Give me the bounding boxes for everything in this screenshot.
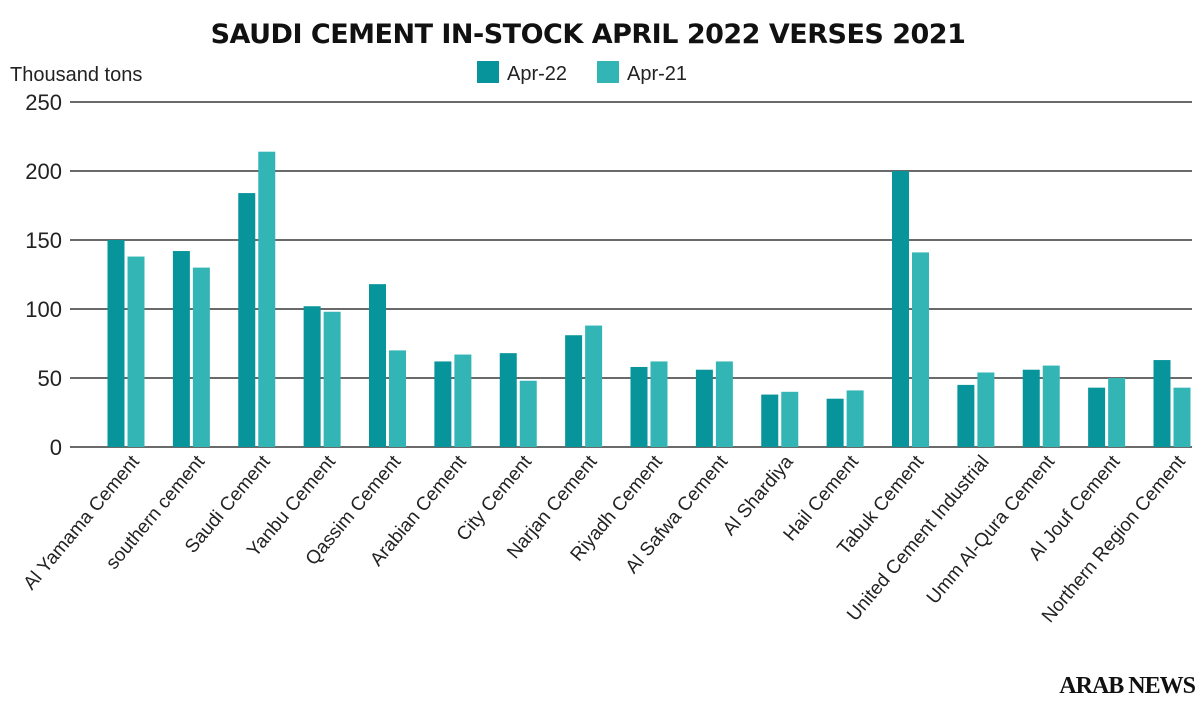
bar-apr-21 <box>912 252 929 447</box>
bar-apr-21 <box>715 361 733 447</box>
bar-apr-21 <box>1108 378 1126 447</box>
legend: Apr-22 Apr-21 <box>477 61 687 85</box>
bar-apr-22 <box>107 240 125 447</box>
legend-swatch-apr22 <box>477 61 499 83</box>
bar-apr-21 <box>519 380 537 447</box>
y-tick-label: 200 <box>25 159 62 184</box>
bar-apr-22 <box>303 306 321 447</box>
bar-apr-21 <box>846 390 864 447</box>
bar-apr-22 <box>695 369 713 447</box>
bar-apr-22 <box>826 398 844 447</box>
x-tick-label: Al Yamama Cement <box>20 451 145 594</box>
bar-apr-21 <box>389 350 406 447</box>
bar-apr-21 <box>258 151 276 447</box>
bar-apr-22 <box>761 394 779 447</box>
bar-apr-22 <box>630 366 648 447</box>
bar-apr-22 <box>499 353 517 447</box>
bar-apr-22 <box>238 193 256 447</box>
y-tick-label: 250 <box>25 90 62 115</box>
legend-label-apr21: Apr-21 <box>627 63 687 85</box>
bar-apr-21 <box>454 354 472 447</box>
bar-apr-21 <box>781 391 799 447</box>
chart-title: SAUDI CEMENT IN-STOCK APRIL 2022 VERSES … <box>211 19 966 50</box>
bar-apr-22 <box>369 284 386 447</box>
bar-apr-21 <box>192 267 210 447</box>
arab-news-logo: ARAB NEWS <box>1059 673 1195 699</box>
bar-apr-21 <box>585 325 603 447</box>
bar-apr-22 <box>1022 369 1040 447</box>
y-axis-label: Thousand tons <box>10 64 142 86</box>
y-tick-label: 50 <box>38 366 62 391</box>
bar-apr-21 <box>323 311 341 447</box>
bar-apr-22 <box>892 171 909 447</box>
bar-apr-22 <box>565 335 583 447</box>
y-tick-label: 100 <box>25 297 62 322</box>
bar-apr-22 <box>1153 360 1171 447</box>
bar-apr-22 <box>957 384 975 447</box>
legend-swatch-apr21 <box>597 61 619 83</box>
y-tick-label: 0 <box>50 435 62 460</box>
bar-apr-21 <box>977 372 995 447</box>
bar-apr-22 <box>434 361 452 447</box>
y-tick-label: 150 <box>25 228 62 253</box>
bar-apr-22 <box>1088 387 1106 447</box>
bar-apr-21 <box>650 361 668 447</box>
bar-apr-21 <box>1173 387 1191 447</box>
x-tick-label: Umm Al-Qura Cement <box>923 451 1060 608</box>
bar-apr-21 <box>1042 365 1060 447</box>
legend-label-apr22: Apr-22 <box>507 63 567 85</box>
bar-apr-21 <box>127 256 145 447</box>
bar-apr-22 <box>172 251 190 447</box>
